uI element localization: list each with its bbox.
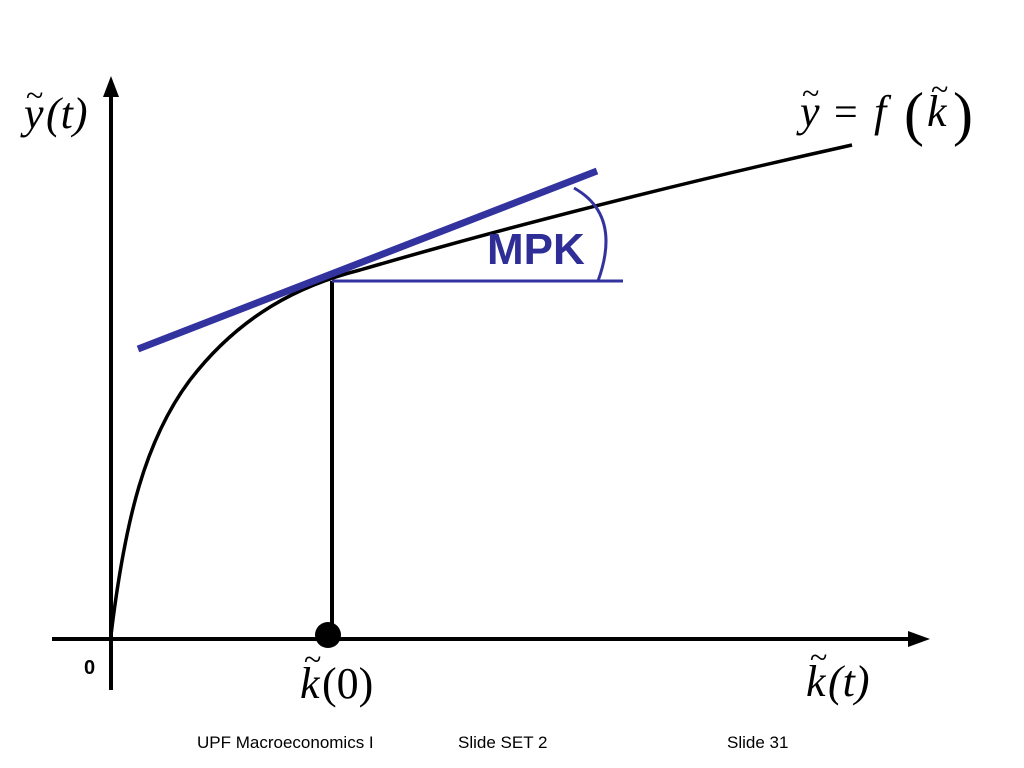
x-axis-label: k ~ (t) [806, 639, 870, 706]
production-function-curve [109, 143, 853, 636]
tilde-icon: ~ [810, 639, 827, 675]
k0-label: k ~ (0) [300, 641, 373, 708]
footer-slide-number: Slide 31 [727, 733, 789, 752]
k0-label-base: k [300, 659, 321, 708]
x-axis-label-base: k [806, 657, 827, 706]
y-axis-label: y ~ (t) [20, 77, 88, 138]
function-label-arg: k [927, 87, 948, 136]
function-label: y ~ = f ( k ~ ) [796, 71, 973, 147]
k0-point [315, 622, 341, 648]
origin-label: 0 [84, 657, 95, 679]
function-label-lhs: y [796, 87, 820, 136]
tilde-icon: ~ [931, 71, 948, 107]
function-label-eq: = [834, 90, 858, 136]
x-axis-label-arg: (t) [828, 657, 870, 706]
close-paren-icon: ) [953, 81, 973, 147]
y-axis-label-base: y [20, 89, 44, 138]
footer-slide-set: Slide SET 2 [458, 733, 548, 752]
mpk-label: MPK [487, 225, 585, 274]
y-axis-label-arg: (t) [46, 89, 88, 138]
tilde-icon: ~ [802, 75, 819, 111]
y-axis-arrow-icon [103, 76, 119, 97]
mpk-angle-arc [573, 186, 608, 282]
tilde-icon: ~ [304, 641, 321, 677]
tangent-line [136, 167, 599, 353]
x-axis-arrow-icon [908, 631, 930, 647]
tilde-icon: ~ [26, 77, 43, 113]
function-label-f: f [874, 87, 892, 136]
footer-course: UPF Macroeconomics I [197, 733, 374, 752]
open-paren-icon: ( [904, 81, 924, 147]
k0-label-arg: (0) [322, 659, 373, 708]
